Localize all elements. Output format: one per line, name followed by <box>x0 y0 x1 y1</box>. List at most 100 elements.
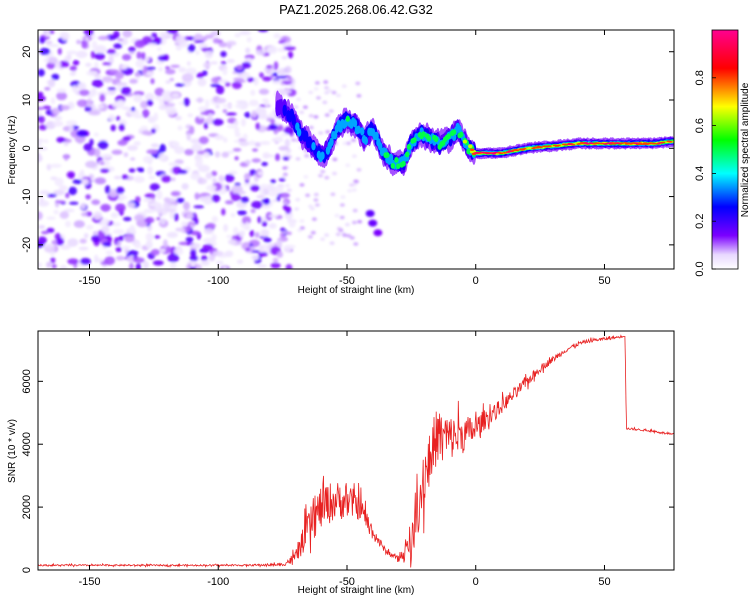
noise-blob <box>104 232 112 236</box>
noise-blob <box>235 103 243 109</box>
ridge-cell <box>311 142 316 151</box>
noise-blob <box>61 31 70 41</box>
noise-blob <box>234 132 242 138</box>
snr-x-label: Height of straight line (km) <box>298 585 415 596</box>
noise-blob <box>257 30 269 33</box>
x-tick-label: 50 <box>598 576 610 588</box>
noise-blob <box>58 60 70 68</box>
noise-blob <box>239 141 250 147</box>
noise-blob <box>262 76 272 82</box>
noise-blob <box>156 190 163 200</box>
noise-blob <box>47 78 56 88</box>
noise-blob <box>308 125 314 130</box>
noise-blob <box>102 62 112 66</box>
y-tick-label: -20 <box>21 237 33 253</box>
noise-blob <box>127 250 139 256</box>
noise-blob <box>88 110 101 116</box>
noise-blob <box>194 217 199 225</box>
noise-blob <box>117 139 128 146</box>
noise-blob <box>246 36 252 43</box>
noise-blob <box>251 250 262 253</box>
noise-blob <box>329 241 335 245</box>
noise-blob <box>38 36 46 44</box>
noise-blob <box>99 161 105 165</box>
noise-blob <box>271 80 282 85</box>
noise-blob <box>220 61 227 65</box>
spectrogram-y-ticks: -20 -10 0 10 20 <box>21 46 674 253</box>
noise-blob <box>101 225 110 234</box>
noise-blob <box>51 107 61 115</box>
noise-blob <box>154 87 165 97</box>
noise-blob <box>121 245 131 250</box>
noise-blob <box>210 83 221 88</box>
noise-blob <box>308 204 314 209</box>
noise-blob <box>73 220 85 228</box>
noise-blob <box>59 185 68 192</box>
noise-blob <box>133 175 145 183</box>
noise-blob <box>169 262 177 269</box>
noise-blob <box>285 183 290 188</box>
noise-blob <box>67 258 79 265</box>
noise-blob <box>38 95 46 102</box>
colorbar-label: Normalized spectral amplitude <box>740 82 750 217</box>
ridge-cell <box>352 119 358 128</box>
ridge-cell <box>502 152 507 154</box>
noise-blob <box>261 229 269 237</box>
ridge <box>275 90 674 177</box>
noise-blob <box>291 138 297 142</box>
noise-blob <box>279 89 292 95</box>
noise-blob <box>194 192 200 200</box>
noise-blob <box>100 154 113 158</box>
noise-blob <box>129 225 136 234</box>
noise-blob <box>177 125 183 131</box>
noise-blob <box>218 42 228 48</box>
noise-blob <box>122 136 131 141</box>
noise-blob <box>134 72 141 77</box>
colorbar-tick-label: 0.6 <box>694 118 706 133</box>
x-tick-label: -50 <box>339 576 355 588</box>
noise-blob <box>356 94 362 98</box>
noise-blob <box>115 116 121 121</box>
ridge-cell <box>390 163 395 169</box>
y-tick-label: 6000 <box>21 369 33 393</box>
noise-blob <box>222 137 228 143</box>
noise-blob <box>324 113 330 117</box>
ridge-cell <box>661 141 666 144</box>
noise-blob <box>349 183 354 187</box>
noise-blob <box>120 64 128 70</box>
noise-blob <box>158 104 167 111</box>
noise-blob <box>234 182 241 187</box>
noise-blob <box>299 219 305 223</box>
ridge-cell <box>570 143 576 146</box>
noise-blob <box>170 191 181 197</box>
noise-blob <box>120 86 132 95</box>
noise-blob <box>181 73 194 82</box>
noise-blob <box>208 254 216 262</box>
noise-blob <box>314 203 320 207</box>
noise-blob <box>148 202 158 207</box>
noise-blob <box>174 213 179 222</box>
noise-blob <box>288 77 294 82</box>
noise-blob <box>251 200 263 209</box>
noise-blob <box>227 43 232 49</box>
noise-blob <box>166 231 178 238</box>
noise-blob <box>159 248 166 253</box>
noise-blob <box>282 230 288 235</box>
noise-blob <box>183 97 190 107</box>
noise-blob <box>200 255 208 261</box>
noise-blob <box>339 215 345 220</box>
noise-blob <box>144 66 156 70</box>
noise-blob <box>189 255 199 262</box>
noise-blob <box>215 85 225 95</box>
noise-blob <box>266 65 273 69</box>
noise-blob <box>336 226 342 231</box>
noise-blob <box>127 202 136 209</box>
ridge-cell <box>522 148 527 150</box>
noise-blob <box>276 251 283 258</box>
noise-blob <box>195 97 205 103</box>
ridge-cell <box>469 148 475 151</box>
noise-blob <box>68 186 77 196</box>
noise-blob <box>254 142 261 148</box>
noise-blob <box>147 43 157 47</box>
noise-blob <box>86 98 93 108</box>
